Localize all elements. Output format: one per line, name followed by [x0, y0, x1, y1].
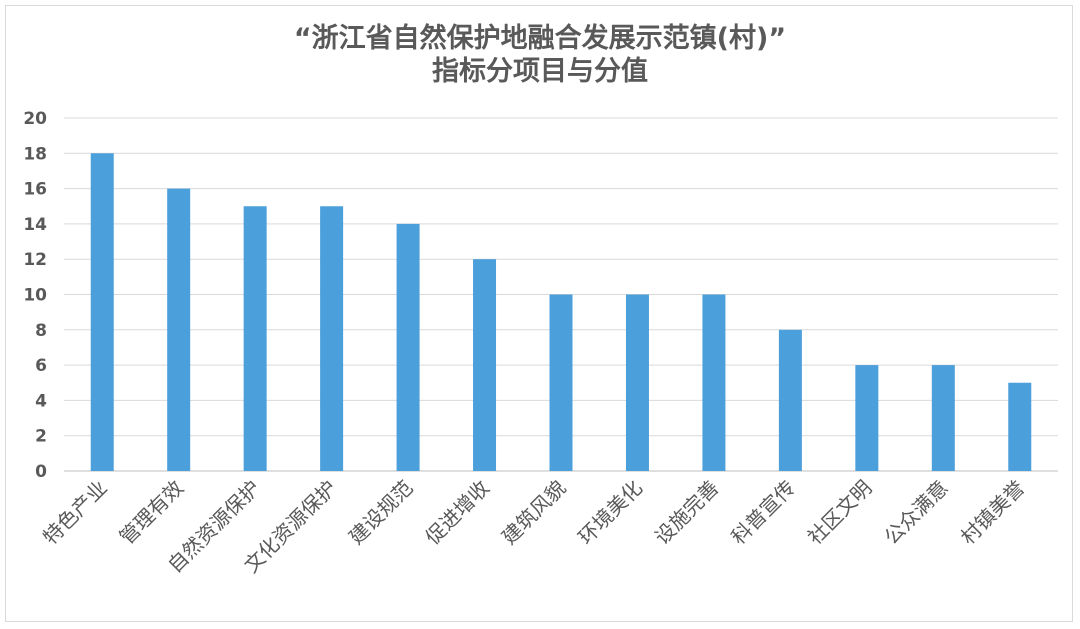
bars — [90, 153, 1032, 472]
bar — [702, 294, 726, 471]
bar — [167, 188, 191, 471]
y-tick-label: 6 — [35, 356, 47, 376]
bar — [931, 365, 955, 471]
x-tick-label: 建设规范 — [344, 476, 418, 550]
y-tick-label: 2 — [35, 427, 47, 447]
y-tick-label: 4 — [35, 391, 47, 411]
y-axis: 0 2 4 6 8 10 12 14 16 18 20 — [23, 109, 47, 482]
bar — [625, 294, 649, 471]
x-tick-label: 促进增收 — [421, 476, 495, 550]
bar — [473, 259, 497, 471]
x-tick-label: 环境美化 — [573, 476, 647, 550]
bar — [1008, 382, 1032, 471]
bar — [320, 206, 344, 471]
x-tick-label: 建筑风貌 — [497, 476, 571, 550]
y-tick-label: 18 — [23, 144, 47, 164]
bar — [549, 294, 573, 471]
y-tick-label: 0 — [35, 462, 47, 482]
x-tick-label: 科普宣传 — [726, 476, 800, 550]
x-tick-label: 社区文明 — [803, 476, 877, 550]
bar — [90, 153, 114, 472]
bar — [778, 329, 802, 471]
x-tick-label: 村镇美誉 — [956, 476, 1030, 550]
chart-title: “浙江省自然保护地融合发展示范镇(村)” — [293, 23, 787, 54]
y-tick-label: 8 — [35, 321, 47, 341]
chart-subtitle: 指标分项目与分值 — [432, 56, 648, 87]
y-tick-label: 12 — [23, 250, 47, 270]
y-tick-label: 20 — [23, 109, 47, 129]
x-tick-label: 设施完善 — [650, 476, 724, 550]
bar — [855, 365, 879, 471]
bar — [396, 223, 420, 471]
x-tick-label: 管理有效 — [115, 476, 189, 550]
x-tick-label: 公众满意 — [879, 476, 953, 550]
y-tick-label: 14 — [23, 215, 47, 235]
x-tick-label: 特色产业 — [38, 476, 112, 550]
y-tick-label: 16 — [23, 180, 47, 200]
bar — [243, 206, 267, 471]
y-tick-label: 10 — [23, 286, 47, 306]
